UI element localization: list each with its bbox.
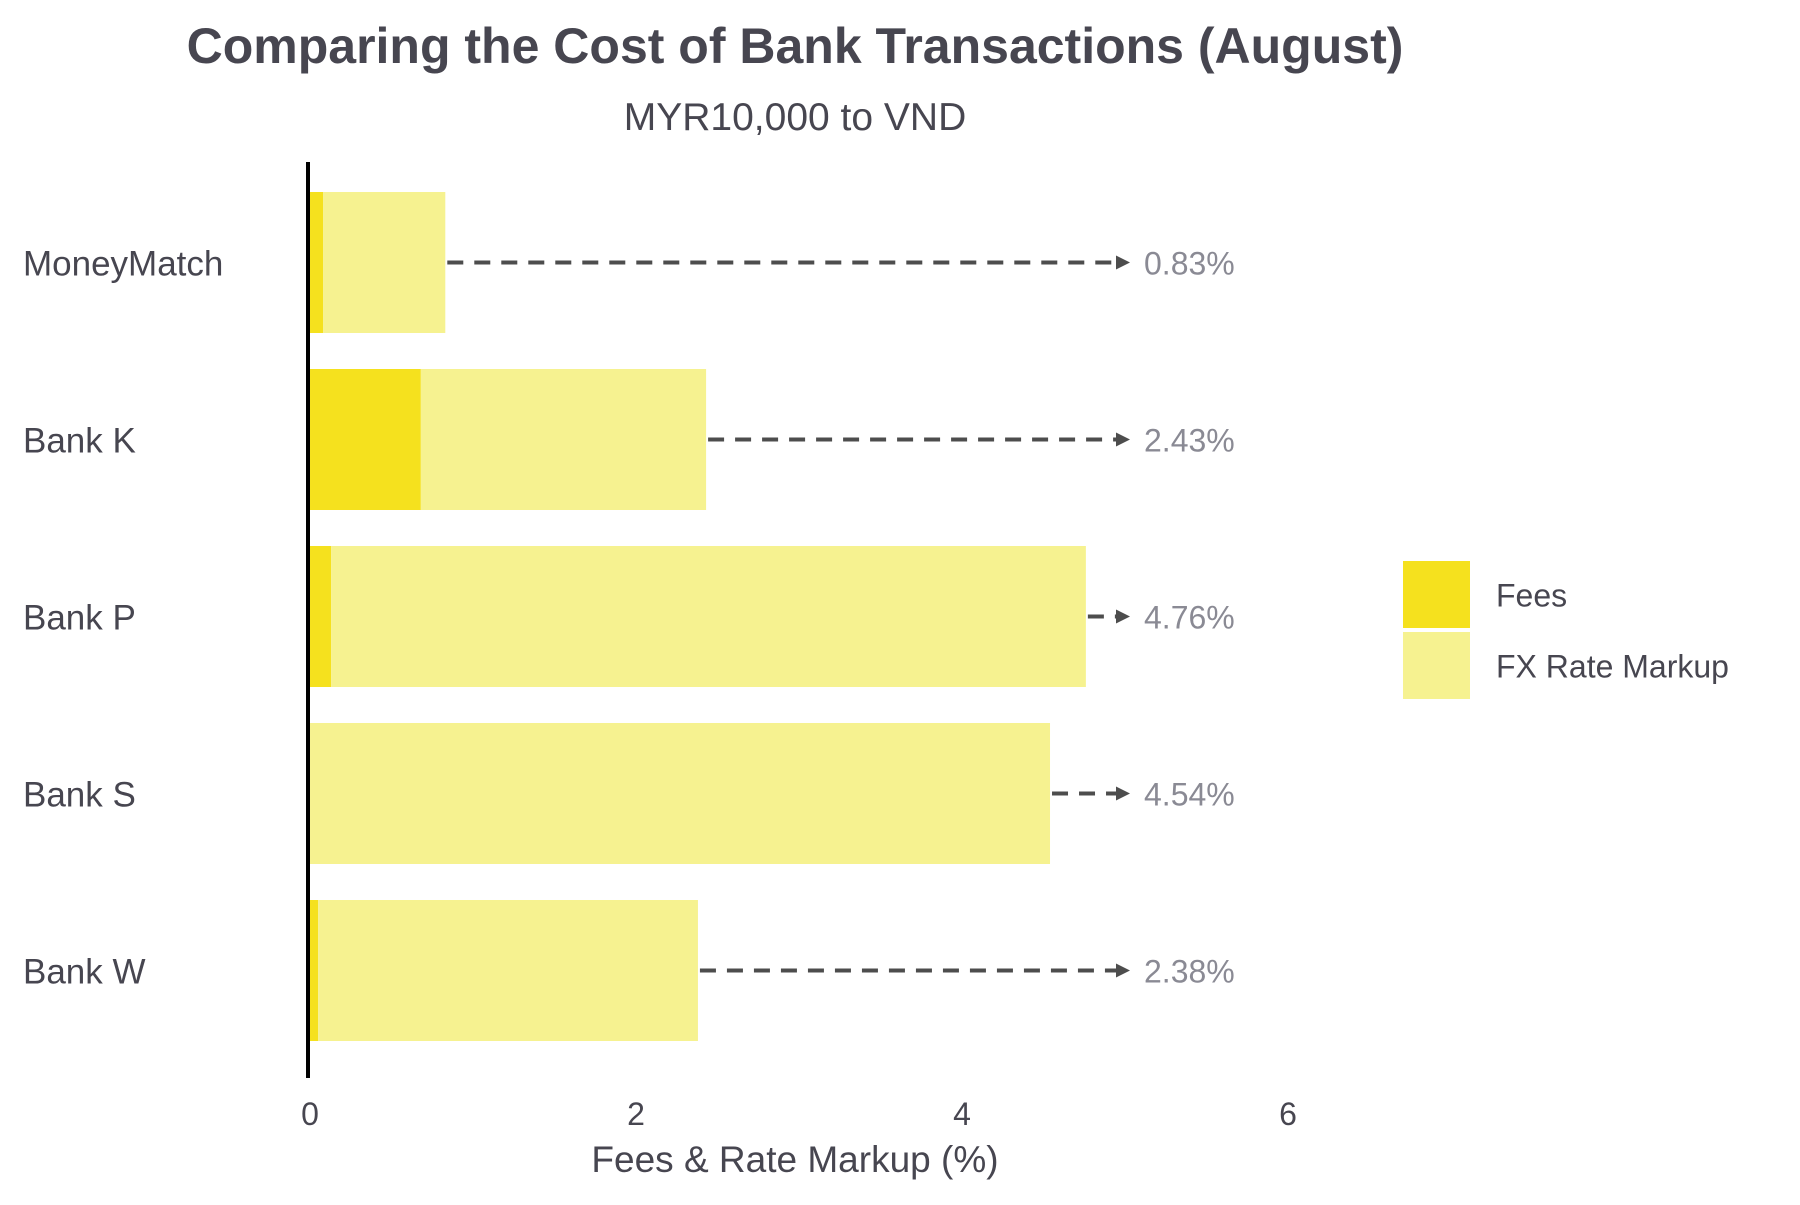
- x-tick-label: 6: [1279, 1096, 1297, 1132]
- x-tick-label: 0: [301, 1096, 319, 1132]
- y-tick-label: Bank S: [23, 776, 136, 815]
- bar-fx-markup: [331, 546, 1086, 687]
- y-tick-label: Bank W: [23, 953, 146, 992]
- bar-fx-markup: [318, 900, 698, 1041]
- annotation-arrowhead: [1116, 432, 1130, 447]
- legend-swatch: [1403, 561, 1470, 628]
- legend-swatch: [1403, 632, 1470, 699]
- x-axis-label: Fees & Rate Markup (%): [591, 1139, 998, 1180]
- total-label: 2.38%: [1144, 954, 1235, 990]
- total-label: 2.43%: [1144, 423, 1235, 459]
- legend-label: FX Rate Markup: [1496, 649, 1729, 685]
- y-tick-label: MoneyMatch: [23, 245, 223, 284]
- labels-layer: MoneyMatch 0.83% Bank K 2.43% Bank P 4.76% Ban…: [23, 245, 1235, 992]
- y-tick-label: Bank P: [23, 599, 136, 638]
- chart-subtitle: MYR10,000 to VND: [624, 96, 967, 139]
- bar-fees: [310, 369, 421, 510]
- x-tick-label: 4: [953, 1096, 971, 1132]
- total-label: 4.76%: [1144, 600, 1235, 636]
- chart-title: Comparing the Cost of Bank Transactions …: [187, 18, 1404, 74]
- bar-fees: [310, 900, 319, 1041]
- y-tick-label: Bank K: [23, 422, 136, 461]
- x-ticks-layer: 0 2 4 6: [301, 1096, 1297, 1132]
- bar-fx-markup: [310, 723, 1051, 864]
- annotation-arrowhead: [1116, 255, 1130, 270]
- x-tick-label: 2: [627, 1096, 645, 1132]
- annotation-arrowhead: [1116, 963, 1130, 978]
- annotation-arrowhead: [1116, 609, 1130, 624]
- total-label: 0.83%: [1144, 246, 1235, 282]
- legend: Fees FX Rate Markup: [1403, 561, 1729, 699]
- bar-fx-markup: [323, 192, 446, 333]
- bar-fees: [310, 546, 332, 687]
- annotation-arrowhead: [1116, 786, 1130, 801]
- bar-fees: [310, 192, 324, 333]
- legend-label: Fees: [1496, 578, 1567, 614]
- total-label: 4.54%: [1144, 777, 1235, 813]
- bars-layer: [310, 192, 1086, 1041]
- arrows-layer: [447, 255, 1130, 978]
- bar-fx-markup: [420, 369, 707, 510]
